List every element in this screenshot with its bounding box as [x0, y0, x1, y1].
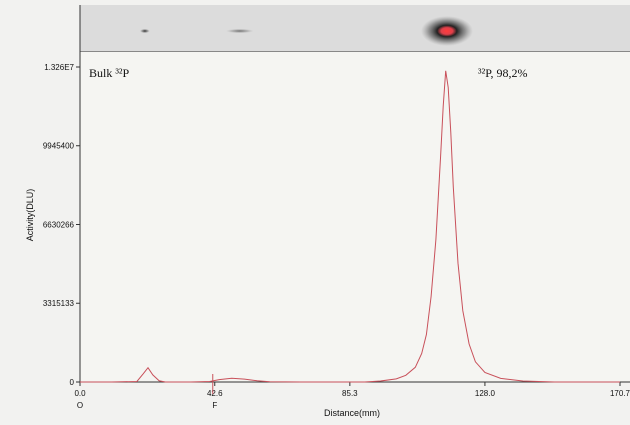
x-tick-label: 42.6 — [207, 389, 223, 398]
tlc-spots — [139, 16, 473, 46]
plot-area — [80, 52, 630, 382]
tlc-image-strip — [80, 5, 630, 52]
x-tick-label: 170.7 — [610, 389, 630, 398]
y-axis-label: Activity(DLU) — [25, 189, 35, 242]
x-tick-label: 85.3 — [342, 389, 358, 398]
y-tick-label: 9945400 — [43, 142, 75, 151]
x-axis-ticks: 0.0 42.6 85.3 128.0 170.7 — [74, 382, 630, 398]
tlc-spot — [139, 28, 150, 34]
y-tick-label: 3315133 — [43, 299, 75, 308]
y-tick-label: 0 — [70, 378, 75, 387]
y-axis-ticks: 0 3315133 6630266 9945400 1.326E7 — [43, 63, 80, 387]
x-tick-label: 0.0 — [74, 389, 86, 398]
sample-label: Bulk ³²P — [89, 66, 130, 80]
position-marker-label: O — [77, 401, 83, 410]
y-tick-label: 1.326E7 — [44, 63, 74, 72]
series-line — [80, 70, 620, 383]
tlc-spot — [225, 28, 254, 34]
x-tick-label: 128.0 — [475, 389, 496, 398]
x-axis-label: Distance(mm) — [324, 408, 380, 418]
position-marker-label: F — [212, 401, 217, 410]
y-tick-label: 6630266 — [43, 220, 75, 229]
peak-label: ³²P, 98,2% — [478, 66, 528, 80]
tlc-spot — [420, 16, 473, 46]
